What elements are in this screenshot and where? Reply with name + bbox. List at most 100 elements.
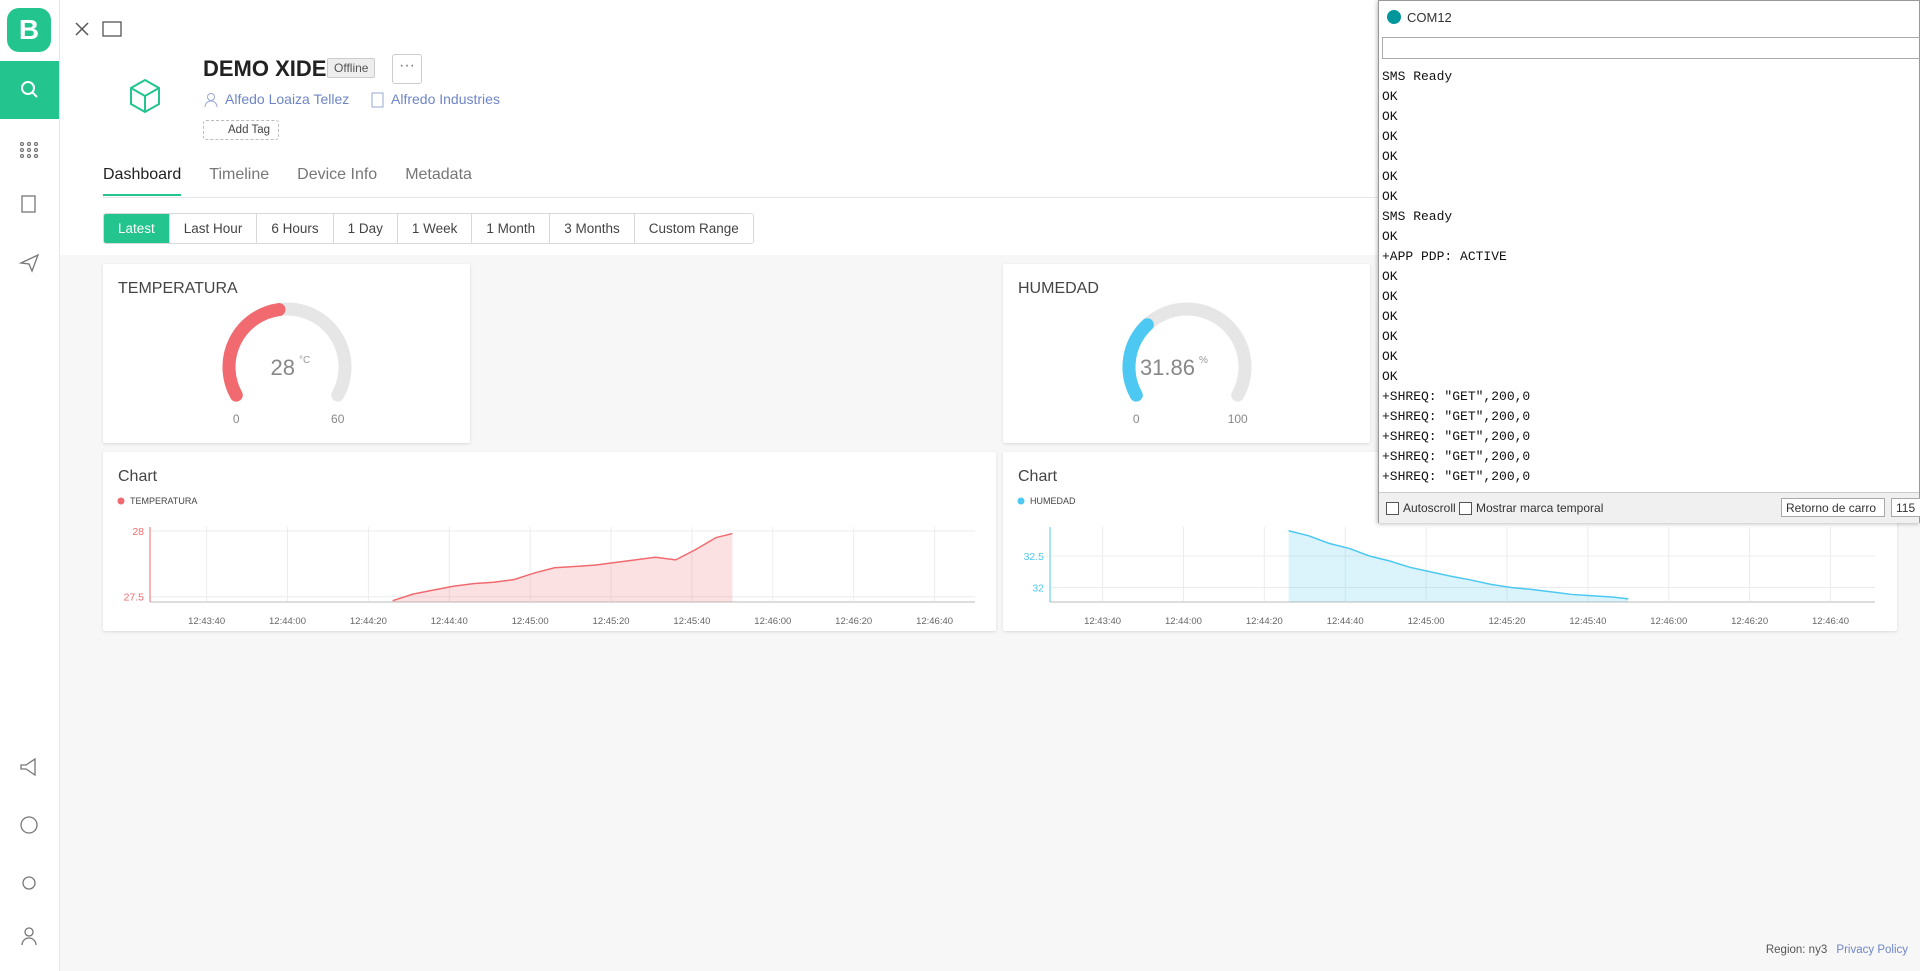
footer: Region: ny3 Privacy Policy <box>1766 944 1908 956</box>
line-ending-select[interactable]: Retorno de carro <box>1781 498 1885 517</box>
more-button[interactable]: ··· <box>392 54 422 84</box>
tab[interactable]: Metadata <box>405 166 472 183</box>
org-link[interactable]: Alfredo Industries <box>391 91 500 107</box>
chart: 12:43:40 12:44:00 12:44:20 12:44:40 12:45:00… <box>117 496 975 627</box>
region: Region: ny3 <box>1765 944 1828 956</box>
y-tick-label: 32.5 <box>1024 551 1045 563</box>
privacy-link[interactable]: Privacy Policy <box>1836 944 1908 956</box>
serial-line: OK <box>1382 189 1398 204</box>
x-tick-label: 12:43:40 <box>1084 616 1121 627</box>
x-tick-label: 12:44:20 <box>1246 616 1283 627</box>
window-controls[interactable] <box>70 18 130 42</box>
building-icon[interactable] <box>21 195 36 213</box>
serial-line: OK <box>1382 169 1398 184</box>
settings-icon[interactable] <box>22 876 36 890</box>
announce-icon[interactable] <box>20 757 36 777</box>
serial-line: OK <box>1382 309 1398 324</box>
x-tick-label: 12:44:40 <box>431 616 468 627</box>
add-tag[interactable]: Add Tag <box>203 120 279 140</box>
gauge-card: TEMPERATURA 28 °C 0 60 <box>103 264 470 443</box>
serial-line: OK <box>1382 289 1398 304</box>
serial-line: SMS Ready <box>1382 69 1453 84</box>
tab[interactable]: Dashboard <box>103 166 182 196</box>
serial-line: +SHREQ: "GET",200,0 <box>1382 409 1531 424</box>
gauge-title: HUMEDAD <box>1018 280 1099 297</box>
tab[interactable]: Timeline <box>209 166 270 183</box>
y-tick-label: 27.5 <box>124 592 145 604</box>
gauge-value-arc <box>222 303 286 402</box>
owner-link[interactable]: Alfedo Loaiza Tellez <box>225 91 350 107</box>
gauge-value: 31.86 <box>1140 355 1195 380</box>
serial-line: OK <box>1382 129 1398 144</box>
line <box>392 532 733 602</box>
range-button[interactable]: Last Hour <box>169 214 258 243</box>
send-input[interactable] <box>1382 37 1920 59</box>
gauge-min: 0 <box>233 412 240 426</box>
x-tick-label: 12:46:00 <box>1650 616 1687 627</box>
gauge: 31.86 % 0 100 <box>1122 302 1252 426</box>
tab[interactable]: Device Info <box>297 166 378 183</box>
baud-select[interactable]: 115 <box>1891 498 1920 517</box>
timestamp-option[interactable]: Mostrar marca temporal <box>1459 501 1603 516</box>
x-tick-label: 12:43:40 <box>188 616 225 627</box>
serial-line: OK <box>1382 229 1398 244</box>
logo[interactable]: B <box>7 8 51 52</box>
app-icon <box>1387 10 1401 24</box>
serial-line: OK <box>1382 149 1398 164</box>
serial-monitor-window: COM12 SMS Ready OK OK OK OK OK OK SMS Ready OK +A… <box>1378 0 1920 523</box>
y-tick-label: 32 <box>1032 583 1044 595</box>
x-tick-label: 12:46:40 <box>916 616 953 627</box>
send-icon[interactable] <box>18 253 40 273</box>
x-tick-label: 12:44:00 <box>1165 616 1202 627</box>
y-tick-label: 28 <box>132 526 144 538</box>
help-icon[interactable] <box>20 816 38 834</box>
serial-line: +SHREQ: "GET",200,0 <box>1382 469 1531 484</box>
window-title: COM12 <box>1407 10 1452 25</box>
legend-label: TEMPERATURA <box>130 496 197 506</box>
device-name: DEMO XIDE <box>203 56 327 81</box>
nav-search[interactable] <box>0 61 59 119</box>
x-tick-label: 12:45:40 <box>1569 616 1606 627</box>
gauge: 28 °C 0 60 <box>222 302 352 426</box>
x-tick-label: 12:44:20 <box>350 616 387 627</box>
serial-line: SMS Ready <box>1382 209 1453 224</box>
gauge-card: HUMEDAD 31.86% 0 100 <box>1003 264 1370 443</box>
search-icon <box>21 81 38 98</box>
range-button[interactable]: 1 Month <box>472 214 551 243</box>
chart-card: Chart 12:43:40 12:44:00 12:44:20 12:44:40 12:… <box>103 452 996 631</box>
autoscroll-option[interactable]: Autoscroll <box>1386 501 1456 516</box>
chart-title: Chart <box>118 468 158 485</box>
time-range-selector: Latest Last Hour 6 Hours 1 Day 1 Week 1 Month… <box>103 213 754 244</box>
x-tick-label: 12:46:20 <box>835 616 872 627</box>
device-icon <box>130 78 160 114</box>
serial-line: +SHREQ: "GET",200,0 <box>1382 389 1531 404</box>
baud-value: 115 <box>1896 501 1916 515</box>
legend-dot <box>1017 497 1025 505</box>
serial-line: OK <box>1382 329 1398 344</box>
nav-icons[interactable] <box>0 125 59 945</box>
serial-line: OK <box>1382 109 1398 124</box>
range-button[interactable]: Custom Range <box>634 214 753 243</box>
range-button[interactable]: 3 Months <box>550 214 635 243</box>
legend-label: HUMEDAD <box>1030 496 1076 506</box>
user-icon[interactable] <box>21 927 37 945</box>
autoscroll-label: Autoscroll <box>1403 501 1456 515</box>
range-button[interactable]: Latest <box>104 214 170 243</box>
range-button[interactable]: 1 Week <box>397 214 473 243</box>
serial-line: +APP PDP: ACTIVE <box>1382 249 1507 264</box>
gauge-max: 100 <box>1228 412 1248 426</box>
range-button[interactable]: 6 Hours <box>257 214 334 243</box>
range-button[interactable]: 1 Day <box>333 214 398 243</box>
gauge-max: 60 <box>331 412 345 426</box>
x-tick-label: 12:44:40 <box>1327 616 1364 627</box>
org-icon <box>371 92 384 108</box>
gauge-unit: °C <box>299 355 310 366</box>
apps-icon[interactable] <box>19 141 39 159</box>
gauge-title: TEMPERATURA <box>118 280 238 297</box>
serial-options: Autoscroll Mostrar marca temporal Retorn… <box>1379 492 1920 523</box>
area <box>1288 530 1629 602</box>
serial-line: OK <box>1382 269 1398 284</box>
gauge-value-arc <box>1122 318 1154 402</box>
